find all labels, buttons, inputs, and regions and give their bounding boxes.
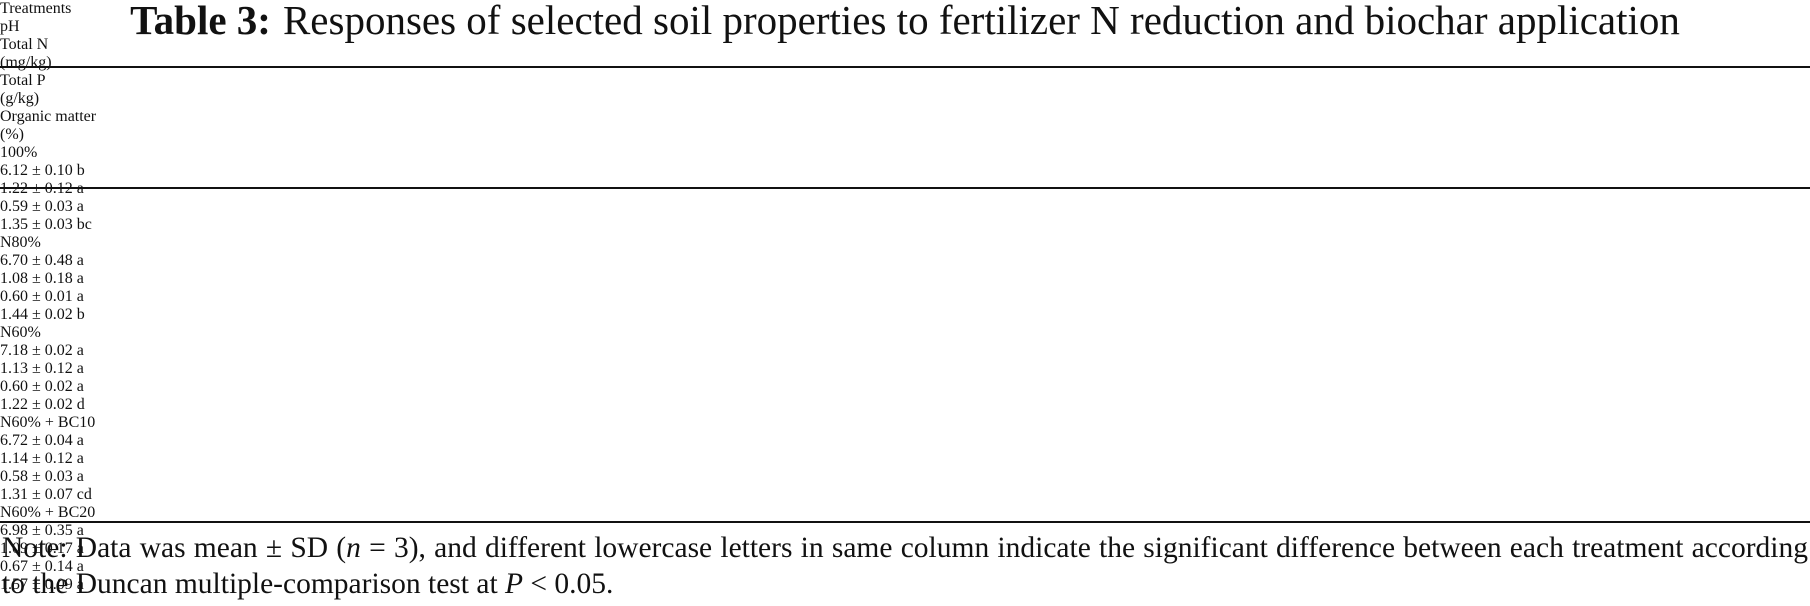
table-cell: 1.35 ± 0.03 bc <box>0 216 92 233</box>
table-cell: 1.13 ± 0.12 a <box>0 360 84 377</box>
header-cell: Treatments <box>0 0 72 17</box>
header-rule <box>0 187 1810 189</box>
header-cell: Organic matter <box>0 108 97 125</box>
header-cell: pH <box>0 18 20 35</box>
table-cell: N60% + BC20 <box>0 504 96 521</box>
note-text: < 0.05. <box>523 568 614 600</box>
table-cell: 0.60 ± 0.01 a <box>0 288 84 305</box>
bottom-rule <box>0 521 1810 523</box>
note-text: n <box>346 532 361 564</box>
table-cell: 6.72 ± 0.04 a <box>0 432 84 449</box>
header-cell: (g/kg) <box>0 90 40 107</box>
table-cell: 0.60 ± 0.02 a <box>0 378 84 395</box>
table-cell: 1.57 ± 0.09 a <box>0 576 84 593</box>
header-cell: Total P <box>0 72 46 89</box>
title-text: Responses of selected soil properties to… <box>282 0 1680 43</box>
table-cell: 1.31 ± 0.07 cd <box>0 486 92 503</box>
table-cell: 1.22 ± 0.02 d <box>0 396 85 413</box>
table-cell: 1.09 ± 0.17 a <box>0 540 84 557</box>
table-cell: 6.98 ± 0.35 a <box>0 522 84 539</box>
note-text: P <box>505 568 524 600</box>
table-cell: N80% <box>0 234 41 251</box>
table-cell: 1.22 ± 0.12 a <box>0 180 1810 198</box>
table-cell: 1.44 ± 0.02 b <box>0 306 85 323</box>
table-cell: N60% <box>0 324 41 341</box>
table-title: Table 3: Responses of selected soil prope… <box>0 0 1810 43</box>
note-text: = 3), and different lowercase letters in… <box>2 532 1808 600</box>
table-cell: 6.12 ± 0.10 b <box>0 162 85 179</box>
table-cell: 0.67 ± 0.14 a <box>0 558 84 575</box>
table-cell: 6.70 ± 0.48 a <box>0 252 84 269</box>
header-cell: (%) <box>0 126 24 143</box>
table-cell: N60% + BC10 <box>0 414 96 431</box>
table-cell: 1.08 ± 0.18 a <box>0 270 84 287</box>
note-text: Note: Data was mean ± SD ( <box>2 532 347 564</box>
header-cell: (mg/kg) <box>0 54 52 71</box>
table-note: Note: Data was mean ± SD (n = 3), and di… <box>2 530 1808 602</box>
table-cell: 0.58 ± 0.03 a <box>0 468 84 485</box>
table-cell: 7.18 ± 0.02 a <box>0 342 84 359</box>
table-cell: 1.14 ± 0.12 a <box>0 450 84 467</box>
table-cell: 100% <box>0 144 38 161</box>
table-cell: 0.59 ± 0.03 a <box>0 198 84 215</box>
table-label: Table 3: <box>130 0 271 43</box>
top-rule <box>0 66 1810 68</box>
header-cell: Total N <box>0 36 49 53</box>
